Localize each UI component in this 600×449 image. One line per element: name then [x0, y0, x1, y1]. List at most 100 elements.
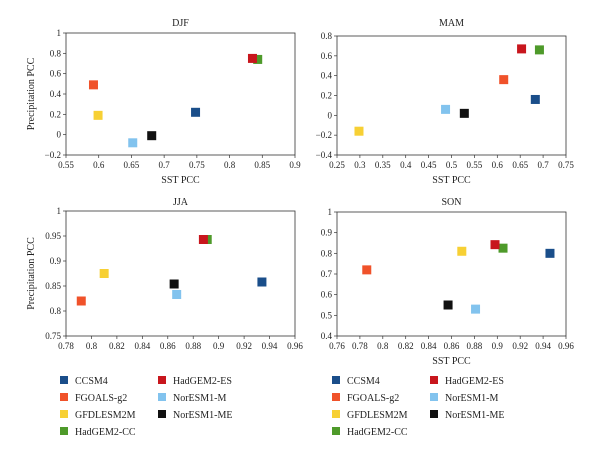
legend-label-noresm1-me: NorESM1-ME: [445, 410, 504, 421]
legend-swatch-hadgem2-es: [430, 376, 438, 384]
x-tick-label: 0.9: [213, 341, 225, 351]
legend-swatch-gfdlesm2m: [60, 410, 68, 418]
point-fgoals-g2: [362, 265, 372, 275]
legend-swatch-hadgem2-es: [158, 376, 166, 384]
y-tick-label: 0.8: [321, 31, 333, 41]
x-tick-label: 0.4: [400, 160, 412, 170]
point-noresm1-m: [128, 138, 138, 148]
x-tick-label: 0.78: [58, 341, 74, 351]
y-axis-label: Precipitation PCC: [26, 57, 37, 130]
y-tick-label: 1: [328, 207, 333, 217]
x-tick-label: 0.82: [109, 341, 125, 351]
x-tick-label: 0.55: [58, 160, 74, 170]
x-tick-label: 0.84: [134, 341, 150, 351]
panel-title: SON: [441, 197, 461, 208]
legend-label-noresm1-m: NorESM1-M: [173, 393, 226, 404]
y-tick-label: 0.8: [50, 306, 62, 316]
point-noresm1-m: [471, 304, 481, 314]
x-tick-label: 0.55: [467, 160, 483, 170]
legend-label-ccsm4: CCSM4: [347, 376, 380, 387]
panel-jja: JJA 0.78 0.8 0.82 0.84 0.86 0.88 0.9 0.92 0.94 0.9…: [26, 197, 303, 351]
y-tick-label: 0.6: [50, 69, 62, 79]
y-tick-label: 0.4: [321, 71, 333, 81]
y-tick-label: 0.6: [321, 51, 333, 61]
x-tick-label: 0.8: [86, 341, 98, 351]
x-tick-label: 0.8: [377, 341, 389, 351]
legend-label-fgoals-g2: FGOALS-g2: [347, 393, 399, 404]
panel-son: SON 0.76 0.78 0.8 0.82 0.84 0.86 0.88 0.9 0.92 0.9…: [321, 197, 575, 367]
y-tick-label: 0.4: [321, 331, 333, 341]
y-tick-label: 0.5: [321, 310, 333, 320]
legend-swatch-noresm1-me: [430, 410, 438, 418]
panel-mam: MAM 0.25 0.3 0.35 0.4 0.45 0.5 0.55 0.6 0.65 0.7 0.…: [316, 18, 575, 186]
x-tick-label: 0.25: [329, 160, 345, 170]
legend-label-fgoals-g2: FGOALS-g2: [75, 393, 127, 404]
point-hadgem2-es: [517, 44, 527, 54]
x-tick-label: 0.9: [492, 341, 504, 351]
y-tick-label: 0.8: [321, 248, 333, 258]
x-tick-label: 0.96: [558, 341, 574, 351]
x-tick-label: 0.65: [512, 160, 528, 170]
y-tick-label: 0.85: [45, 281, 61, 291]
y-axis-label: Precipitation PCC: [26, 237, 37, 310]
legend-label-ccsm4: CCSM4: [75, 376, 108, 387]
x-tick-label: 0.86: [160, 341, 176, 351]
panel-title: JJA: [173, 197, 189, 208]
y-tick-label: 0.9: [50, 256, 62, 266]
point-fgoals-g2: [88, 80, 98, 90]
x-axis-label: SST PCC: [161, 175, 200, 186]
point-hadgem2-cc: [498, 243, 508, 253]
point-hadgem2-es: [247, 53, 257, 63]
x-axis-label: SST PCC: [432, 175, 471, 186]
y-tick-label: 0: [328, 110, 333, 120]
y-tick-label: 0.2: [321, 91, 332, 101]
legend-swatch-noresm1-m: [430, 393, 438, 401]
panel-title: DJF: [172, 18, 189, 29]
y-tick-label: 0.95: [45, 231, 61, 241]
legend-2: CCSM4 HadGEM2-ES FGOALS-g2 NorESM1-M GFDLESM…: [332, 376, 504, 438]
panel-title: MAM: [439, 18, 464, 29]
y-tick-label: 0.8: [50, 48, 62, 58]
legend-label-gfdlesm2m: GFDLESM2M: [347, 410, 408, 421]
point-hadgem2-es: [198, 235, 208, 244]
x-tick-label: 0.85: [254, 160, 270, 170]
point-hadgem2-cc: [253, 54, 263, 64]
point-ccsm4: [191, 107, 201, 117]
legend-label-hadgem2-es: HadGEM2-ES: [445, 376, 504, 387]
legend-swatch-fgoals-g2: [60, 393, 68, 401]
x-tick-label: 0.78: [352, 341, 368, 351]
y-tick-label: 0.2: [50, 109, 61, 119]
y-tick-label: 0.7: [321, 269, 333, 279]
x-tick-label: 0.96: [287, 341, 303, 351]
x-tick-label: 0.88: [467, 341, 483, 351]
legend-swatch-noresm1-me: [158, 410, 166, 418]
legend-label-hadgem2-es: HadGEM2-ES: [173, 376, 232, 387]
y-tick-label: 0.75: [45, 331, 61, 341]
x-tick-label: 0.75: [189, 160, 205, 170]
y-tick-label: −0.2: [45, 150, 61, 160]
legend-label-noresm1-m: NorESM1-M: [445, 393, 498, 404]
point-gfdlesm2m: [457, 246, 467, 256]
legend-label-hadgem2-cc: HadGEM2-CC: [347, 427, 408, 438]
x-tick-label: 0.92: [236, 341, 252, 351]
point-noresm1-me: [459, 108, 469, 118]
point-ccsm4: [545, 248, 555, 258]
plot-frame: [65, 210, 296, 337]
point-noresm1-me: [169, 279, 179, 289]
legend-label-gfdlesm2m: GFDLESM2M: [75, 410, 136, 421]
point-noresm1-me: [147, 131, 157, 141]
x-tick-label: 0.94: [262, 341, 278, 351]
point-ccsm4: [530, 94, 540, 104]
x-axis-label: SST PCC: [432, 356, 471, 367]
legend-label-noresm1-me: NorESM1-ME: [173, 410, 232, 421]
y-tick-label: 1: [57, 28, 62, 38]
y-tick-label: 0: [57, 130, 62, 140]
x-tick-label: 0.9: [289, 160, 301, 170]
x-tick-label: 0.94: [535, 341, 551, 351]
x-tick-label: 0.84: [421, 341, 437, 351]
x-tick-label: 0.6: [93, 160, 105, 170]
y-tick-label: 0.6: [321, 290, 333, 300]
point-fgoals-g2: [76, 296, 86, 306]
panel-djf: DJF 0.55 0.6 0.65 0.7 0.75 0.8 0.85 0.9 −0.2 0 0.2 0…: [26, 18, 301, 186]
